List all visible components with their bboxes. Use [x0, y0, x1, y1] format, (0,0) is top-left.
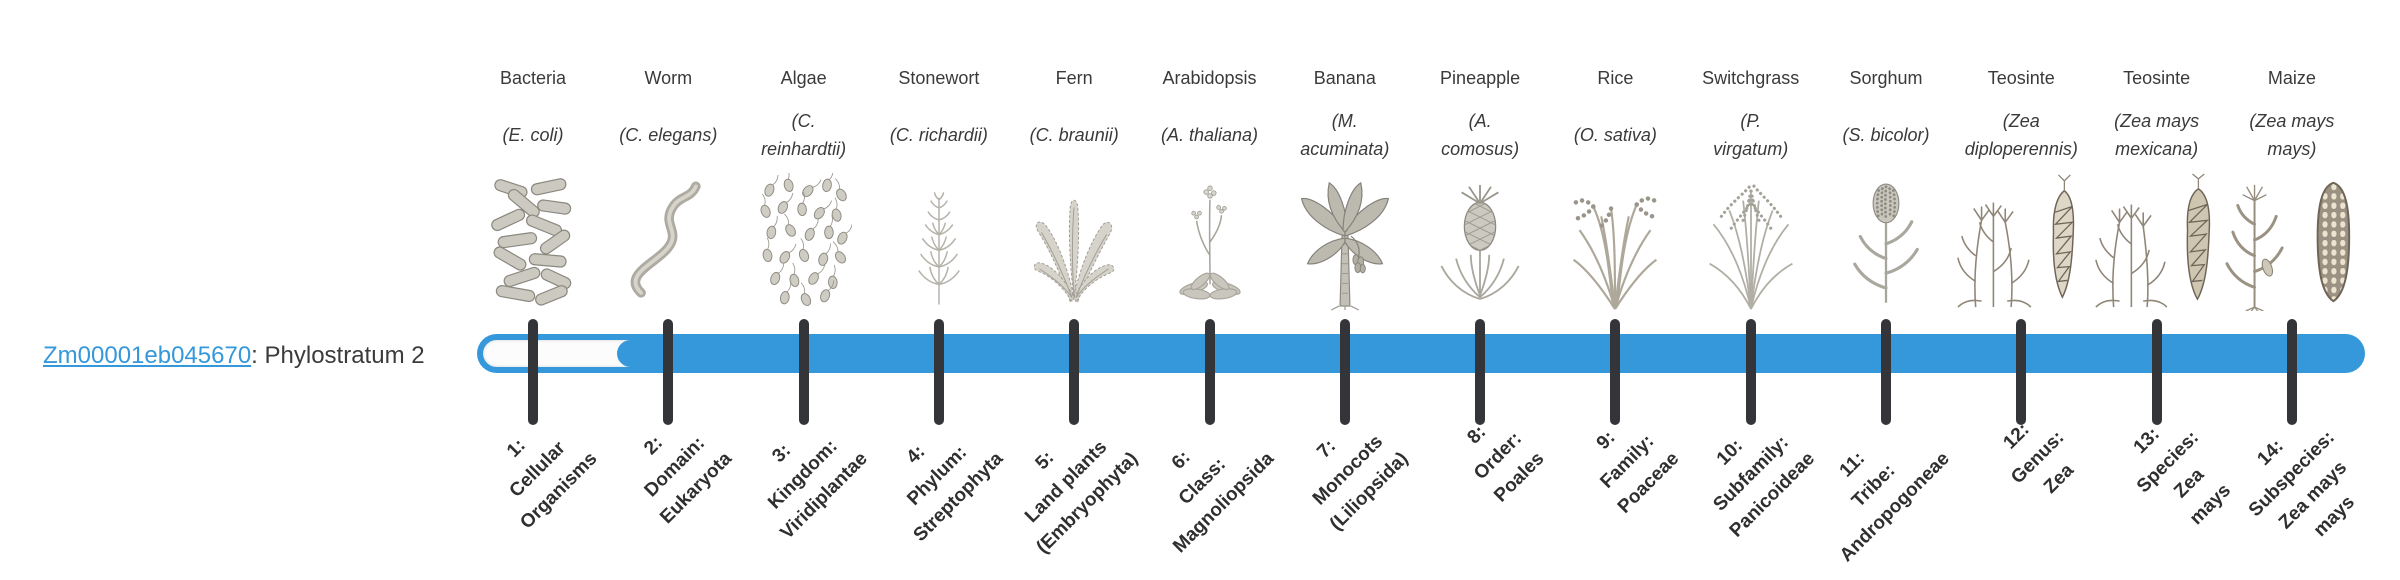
organism-species-line: (P.: [1740, 111, 1762, 131]
organism-species-line: virgatum): [1713, 139, 1789, 159]
organism-species: (O. sativa): [1548, 99, 1682, 171]
organism-species-line: diploperennis): [1964, 139, 2078, 159]
organism-name: Fern: [1055, 68, 1093, 88]
organism-species-line: mexicana): [2115, 139, 2199, 159]
fern-illustration: [1004, 168, 1144, 311]
organism-species-line: (C. elegans): [619, 125, 718, 145]
organism-name: Switchgrass: [1702, 68, 1800, 88]
organism-species-line: (Zea mays: [2114, 111, 2200, 131]
organism-species: (M. acuminata): [1278, 99, 1412, 171]
stratum-tick: [528, 319, 538, 425]
stratum-tick: [1881, 319, 1891, 425]
organism-name: Worm: [644, 68, 693, 88]
stratum-rank-label: 4: Phylum: Streptophyta: [864, 403, 1011, 550]
organism-species-line: (C. braunii): [1029, 125, 1119, 145]
worm-illustration: [598, 168, 738, 311]
organism-species: (C. reinhardtii): [737, 99, 871, 171]
organism-species: (C. richardii): [872, 99, 1006, 171]
organism-name: Maize: [2267, 68, 2316, 88]
stratum-rank-label: 10: Subfamily: Panicoideae: [1680, 403, 1822, 545]
stratum-tick: [798, 319, 809, 425]
stratum-tick: [1475, 319, 1486, 425]
organism-name: Stonewort: [898, 68, 980, 88]
organism-name: Banana: [1313, 68, 1376, 88]
stratum-rank-label: 5: Land plants (Embryophyta): [987, 403, 1145, 561]
stratum-tick: [663, 319, 674, 425]
stratum-tick: [1204, 319, 1215, 425]
stratum-rank-label: 1: Cellular Organisms: [471, 403, 605, 537]
stratum-rank-label: 8: Order: Poales: [1445, 403, 1552, 510]
organism-species-line: (C.: [791, 111, 816, 131]
stratum-rank-label: 6: Class: Magnoliopsida: [1123, 403, 1281, 561]
stratum-rank-label: 9: Family: Poaceae: [1569, 403, 1687, 521]
organism-name: Teosinte: [1987, 68, 2055, 88]
organism-name: Bacteria: [499, 68, 567, 88]
organism-species: (E. coli): [466, 99, 600, 171]
organism-species-line: (S. bicolor): [1842, 125, 1930, 145]
stratum-rank-label: 7: Monocots (Liliopsida): [1281, 403, 1416, 538]
maize-illustration: [2215, 168, 2369, 311]
bacteria-illustration: [463, 168, 603, 311]
rice-illustration: [1545, 168, 1685, 311]
gene-link[interactable]: Zm00001eb045670: [43, 342, 252, 369]
gene-label: Zm00001eb045670: Phylostratum 2: [43, 341, 425, 370]
organism-name: Pineapple: [1440, 68, 1521, 88]
stratum-tick: [1610, 319, 1621, 425]
organism-species: (P. virgatum): [1684, 99, 1818, 171]
sorghum-illustration: [1816, 168, 1956, 311]
stratum-rank-label: 11: Tribe: Andropogoneae: [1791, 403, 1958, 570]
stratum-tick: [1069, 319, 1080, 425]
stratum-rank-label: 2: Domain: Eukaryota: [611, 403, 740, 532]
organism-species-line: (C. richardii): [889, 125, 988, 145]
organism-species-line: comosus): [1441, 139, 1520, 159]
organism-species-line: (E. coli): [502, 125, 564, 145]
stonewort-illustration: [869, 168, 1009, 311]
stratum-tick: [1339, 319, 1350, 425]
organism-species-line: reinhardtii): [761, 139, 847, 159]
stratum-rank-label: 3: Kingdom: Viridiplantae: [731, 403, 875, 547]
arabidopsis-illustration: [1140, 168, 1280, 311]
organism-species-line: (Zea: [2002, 111, 2040, 131]
stratum-tick: [2151, 319, 2162, 425]
organism-species-line: (Zea mays: [2249, 111, 2335, 131]
stratum-tick: [933, 319, 944, 425]
phylostratum-bar-unfilled-segment: [483, 340, 643, 367]
organism-species: (Zea diploperennis): [1954, 99, 2088, 171]
pineapple-illustration: [1410, 168, 1550, 311]
organism-species-line: (A.: [1468, 111, 1492, 131]
switchgrass-illustration: [1681, 168, 1821, 311]
organism-name: Teosinte: [2123, 68, 2191, 88]
stratum-rank-label: 12: Genus: Zea: [1983, 403, 2093, 513]
algae-illustration: [734, 168, 874, 311]
organism-species-line: (A. thaliana): [1160, 125, 1259, 145]
teosinte2-illustration: [2080, 168, 2234, 311]
phylostratum-bar-fill: [617, 340, 2360, 367]
stratum-tick: [1745, 319, 1756, 425]
organism-species: (S. bicolor): [1819, 99, 1953, 171]
organism-species: (C. braunii): [1007, 99, 1141, 171]
organism-name: Algae: [780, 68, 827, 88]
stratum-tick: [2016, 319, 2027, 425]
organism-name: Sorghum: [1849, 68, 1923, 88]
stratum-tick: [2286, 319, 2297, 425]
organism-species: (Zea mays mays): [2225, 99, 2359, 171]
organism-species-line: (M.: [1331, 111, 1358, 131]
organism-species: (A. thaliana): [1143, 99, 1277, 171]
gene-phylostratum-text: : Phylostratum 2: [251, 342, 425, 369]
organism-species-line: mays): [2267, 139, 2317, 159]
organism-name: Arabidopsis: [1162, 68, 1257, 88]
organism-species-line: acuminata): [1300, 139, 1390, 159]
banana-illustration: [1275, 168, 1415, 311]
organism-species: (C. elegans): [601, 99, 735, 171]
organism-name: Rice: [1597, 68, 1634, 88]
organism-species-line: (O. sativa): [1573, 125, 1657, 145]
stratum-rank-label: 14: Subspecies: Zea mays mays: [2221, 403, 2385, 567]
organism-species: (Zea mays mexicana): [2090, 99, 2224, 171]
teosinte-illustration: [1944, 168, 2098, 311]
organism-species: (A. comosus): [1413, 99, 1547, 171]
